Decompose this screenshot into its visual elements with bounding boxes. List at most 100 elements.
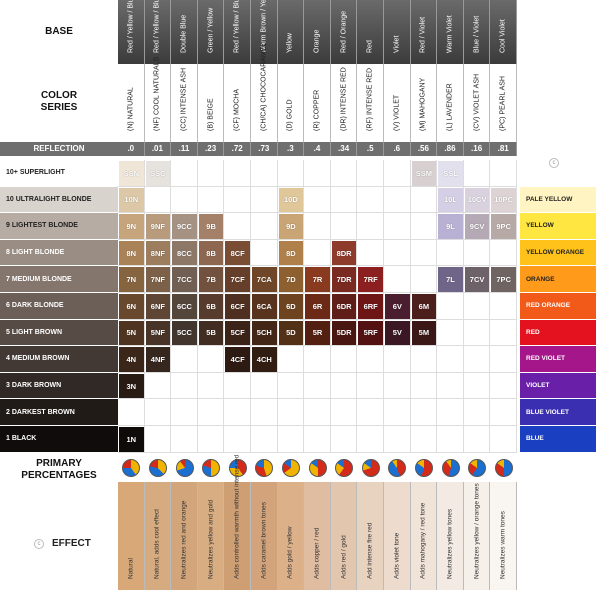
shade-swatch[interactable]: 9CV (464, 214, 490, 239)
grid-cell (277, 186, 305, 214)
shade-swatch[interactable]: 6RF (358, 294, 383, 319)
shade-swatch[interactable]: 6V (385, 294, 410, 319)
level-label: 6 DARK BLONDE (0, 293, 118, 320)
grid-cell (384, 319, 411, 347)
shade-swatch[interactable]: 4N (119, 347, 144, 372)
grid-cell (490, 319, 517, 347)
shade-swatch[interactable]: 10N (119, 187, 144, 213)
shade-swatch[interactable]: 6CF (225, 294, 250, 319)
shade-swatch[interactable]: 5DR (331, 320, 357, 346)
shade-swatch[interactable]: 6NF (145, 294, 171, 319)
grid-cell (251, 213, 278, 240)
shade-swatch[interactable]: 8DR (331, 240, 357, 266)
shade-swatch[interactable]: 7B (198, 267, 224, 292)
grid-cell (277, 266, 305, 293)
shade-swatch[interactable]: 7R (305, 267, 330, 292)
grid-cell (277, 160, 305, 187)
shade-swatch[interactable]: 4NF (145, 347, 171, 372)
effect-cell: Adds mahogany / red tone (410, 482, 438, 590)
shade-swatch[interactable]: 7RF (358, 267, 383, 292)
shade-swatch[interactable]: 5CF (225, 320, 250, 346)
undertone-band: YELLOW (520, 213, 596, 240)
shade-swatch[interactable]: 8N (119, 240, 144, 266)
grid-cell (330, 319, 358, 347)
shade-swatch[interactable]: 9NF (145, 214, 171, 239)
shade-swatch[interactable]: 10D (278, 187, 304, 213)
shade-swatch[interactable]: 9CC (172, 214, 197, 239)
shade-swatch[interactable]: 5R (305, 320, 330, 346)
shade-swatch[interactable]: 7CV (464, 267, 490, 292)
shade-swatch[interactable]: 5NF (145, 320, 171, 346)
shade-swatch[interactable]: 8D (278, 240, 304, 266)
shade-swatch[interactable]: 7L (438, 267, 463, 292)
shade-swatch[interactable]: 6DR (331, 294, 357, 319)
primary-pie-chart (202, 459, 221, 477)
shade-swatch[interactable]: 6M (411, 294, 437, 319)
shade-swatch[interactable]: 9B (198, 214, 224, 239)
effect-info-icon[interactable]: c (34, 539, 44, 549)
grid-cell (463, 186, 491, 214)
shade-swatch[interactable]: SSM (411, 161, 437, 186)
shade-swatch[interactable]: 7NF (145, 267, 171, 292)
reflection-cell: .56 (410, 142, 438, 156)
shade-swatch[interactable]: 5N (119, 320, 144, 346)
grid-cell (197, 372, 225, 400)
undertone-band: RED ORANGE (520, 293, 596, 320)
shade-swatch[interactable]: 5CH (252, 320, 277, 346)
shade-swatch[interactable]: 6N (119, 294, 144, 319)
grid-cell (304, 213, 331, 240)
grid-cell (330, 266, 358, 293)
shade-swatch[interactable]: 8B (198, 240, 224, 266)
shade-swatch[interactable]: 5B (198, 320, 224, 346)
shade-swatch[interactable]: 7DR (331, 267, 357, 292)
shade-swatch[interactable]: 9D (278, 214, 304, 239)
shade-swatch[interactable]: 6CC (172, 294, 197, 319)
shade-swatch[interactable]: 8CF (225, 240, 250, 266)
reflection-cell: .16 (463, 142, 491, 156)
shade-swatch[interactable]: 6B (198, 294, 224, 319)
grid-cell (490, 372, 517, 400)
grid-cell (330, 346, 358, 373)
shade-swatch[interactable]: 5RF (358, 320, 383, 346)
shade-swatch[interactable]: 7D (278, 267, 304, 292)
shade-swatch[interactable]: 10CV (464, 187, 490, 213)
shade-swatch[interactable]: 9N (119, 214, 144, 239)
info-icon[interactable]: c (549, 158, 559, 168)
shade-swatch[interactable]: 10PC (491, 187, 516, 213)
shade-swatch[interactable]: 8NF (145, 240, 171, 266)
series-cell: (CF) MOCHA (224, 64, 251, 142)
shade-swatch[interactable]: 7CF (225, 267, 250, 292)
effect-cell-text: Adds mahogany / red tone (419, 502, 427, 579)
grid-cell (357, 346, 384, 373)
shade-swatch[interactable]: 7CC (172, 267, 197, 292)
shade-swatch[interactable]: 9L (438, 214, 463, 239)
shade-swatch[interactable]: 7CA (252, 267, 277, 292)
shade-swatch[interactable]: 6CA (252, 294, 277, 319)
series-cell-text: (V) VIOLET (393, 94, 401, 131)
shade-swatch[interactable]: 6R (305, 294, 330, 319)
grid-cell (490, 293, 517, 320)
shade-swatch[interactable]: 5D (278, 320, 304, 346)
shade-swatch[interactable]: 4CF (225, 347, 250, 372)
series-cell: (CH/CA) CHOCOCARAMEL (251, 43, 278, 142)
shade-swatch[interactable]: 4CH (252, 347, 277, 372)
series-cell-text: (N) NATURAL (127, 87, 135, 131)
shade-swatch[interactable]: SSN (119, 161, 144, 186)
shade-swatch[interactable]: SSC (145, 161, 171, 186)
shade-swatch[interactable]: 3N (119, 373, 144, 399)
shade-swatch[interactable]: 7N (119, 267, 144, 292)
shade-swatch[interactable]: 6D (278, 294, 304, 319)
shade-swatch[interactable]: 7PC (491, 267, 516, 292)
shade-swatch[interactable]: 8CC (172, 240, 197, 266)
shade-swatch[interactable]: 1N (119, 427, 144, 452)
series-cell-text: (NF) COOL NATURALS (153, 56, 161, 131)
grid-cell (277, 426, 305, 453)
shade-swatch[interactable]: 5V (385, 320, 410, 346)
shade-swatch[interactable]: SSL (438, 161, 463, 186)
shade-swatch[interactable]: 9PC (491, 214, 516, 239)
shade-swatch[interactable]: 5M (411, 320, 437, 346)
grid-cell (437, 399, 464, 426)
shade-swatch[interactable]: 10L (438, 187, 463, 213)
shade-swatch[interactable]: 5CC (172, 320, 197, 346)
grid-cell (118, 186, 145, 214)
